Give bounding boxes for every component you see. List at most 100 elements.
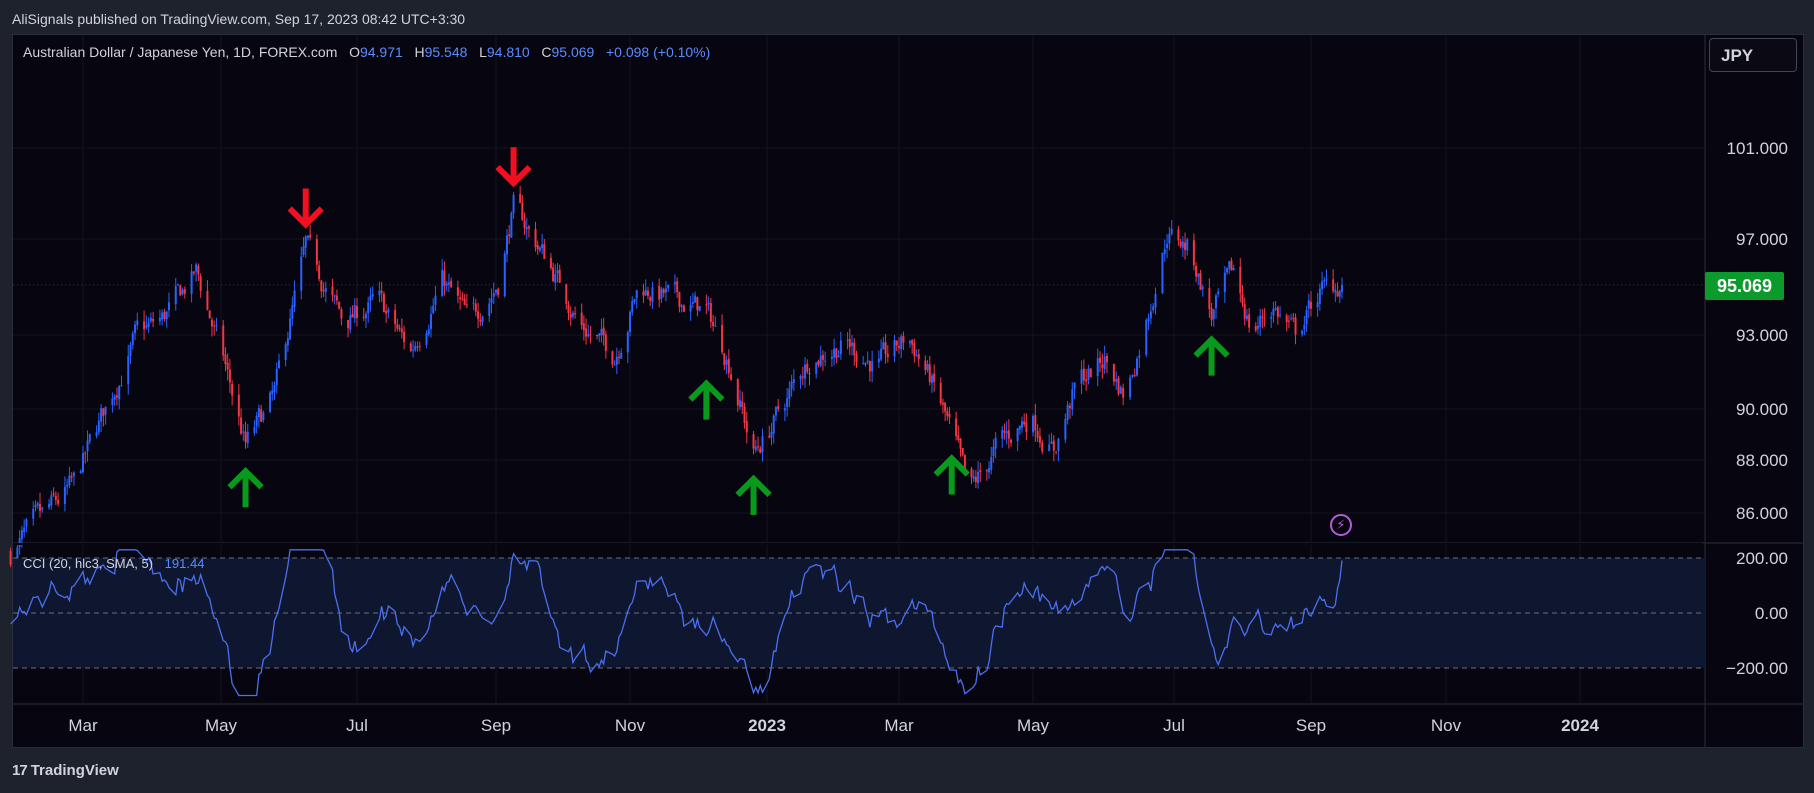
candle-body bbox=[862, 363, 865, 365]
candle-body bbox=[855, 354, 858, 362]
candle-body bbox=[1052, 440, 1055, 451]
tradingview-logo[interactable]: 17 TradingView bbox=[12, 762, 119, 779]
candle-body bbox=[723, 353, 726, 366]
cci-label[interactable]: CCI (20, hlc3, SMA, 5) bbox=[23, 556, 154, 571]
candle-body bbox=[1199, 273, 1202, 290]
candle-body bbox=[54, 495, 57, 500]
candle-body bbox=[136, 320, 139, 326]
candle-body bbox=[777, 406, 780, 409]
candle-body bbox=[868, 361, 871, 372]
candle-body bbox=[115, 395, 118, 398]
candle-body bbox=[743, 406, 746, 423]
currency-button[interactable]: JPY bbox=[1709, 38, 1797, 72]
candle-body bbox=[322, 290, 325, 292]
candle-body bbox=[1301, 330, 1304, 335]
candle-body bbox=[416, 346, 419, 348]
candle-body bbox=[39, 503, 42, 511]
candle-body bbox=[1239, 266, 1242, 294]
candle-body bbox=[23, 527, 26, 533]
candle-body bbox=[1321, 281, 1324, 290]
candle-body bbox=[1184, 242, 1187, 250]
candle-body bbox=[300, 256, 303, 291]
candle-body bbox=[57, 499, 60, 504]
candle-body bbox=[629, 311, 631, 333]
high-value: 95.548 bbox=[424, 44, 468, 60]
candle-body bbox=[871, 361, 874, 372]
close-label: C bbox=[541, 44, 552, 60]
candle-body bbox=[206, 290, 209, 310]
down-arrow-icon bbox=[287, 188, 324, 229]
candle-body bbox=[1241, 293, 1244, 304]
candle-body bbox=[20, 530, 23, 540]
candle-body bbox=[745, 421, 748, 433]
candle-body bbox=[1138, 355, 1141, 358]
candle-body bbox=[1168, 233, 1171, 244]
candle-body bbox=[163, 311, 166, 320]
candle-body bbox=[757, 446, 760, 448]
symbol-title[interactable]: Australian Dollar / Japanese Yen, 1D, FO… bbox=[23, 44, 338, 60]
candle-body bbox=[694, 295, 697, 303]
candle-body bbox=[66, 484, 69, 487]
candle-body bbox=[1034, 415, 1037, 431]
candle-body bbox=[380, 290, 383, 293]
low-value: 94.810 bbox=[486, 44, 530, 60]
candle-body bbox=[788, 388, 791, 399]
candle-body bbox=[177, 284, 180, 286]
candle-body bbox=[649, 297, 652, 301]
candle-body bbox=[569, 314, 572, 318]
candle-body bbox=[1192, 240, 1195, 266]
candle-body bbox=[1307, 300, 1310, 309]
candle-body bbox=[1276, 307, 1279, 317]
price-axis-label: 90.000 bbox=[1736, 400, 1788, 419]
price-axis-label: 101.000 bbox=[1727, 139, 1788, 158]
candle-body bbox=[145, 325, 148, 328]
candle-body bbox=[1272, 308, 1275, 316]
up-arrow-icon bbox=[688, 379, 725, 420]
candle-body bbox=[1001, 430, 1004, 439]
candle-body bbox=[190, 271, 193, 294]
candle-body bbox=[161, 312, 164, 320]
candle-body bbox=[1181, 241, 1184, 248]
candle-body bbox=[418, 346, 421, 348]
candle-body bbox=[1243, 304, 1246, 319]
candle-body bbox=[1147, 317, 1150, 322]
candle-body bbox=[240, 417, 243, 434]
candle-body bbox=[944, 402, 947, 412]
candle-body bbox=[1129, 377, 1132, 398]
candle-body bbox=[691, 302, 694, 304]
candle-body bbox=[1133, 375, 1136, 377]
cci-axis-label: −200.00 bbox=[1726, 659, 1788, 678]
candle-body bbox=[82, 453, 84, 473]
candle-body bbox=[351, 313, 354, 318]
candle-body bbox=[994, 437, 997, 449]
candle-body bbox=[1166, 244, 1169, 248]
candle-body bbox=[1136, 358, 1139, 376]
candle-body bbox=[1152, 306, 1155, 311]
candle-body bbox=[1201, 286, 1204, 290]
candle-body bbox=[1032, 415, 1034, 433]
candle-body bbox=[134, 324, 137, 334]
candle-body bbox=[1055, 451, 1058, 453]
chart-canvas[interactable]: Mar May Jul Sep Nov 2023 Mar May Jul Sep Nov 2024 10… bbox=[0, 0, 1814, 750]
candle-body bbox=[347, 320, 350, 329]
arrow-head bbox=[688, 379, 725, 402]
candle-body bbox=[16, 547, 19, 565]
candle-body bbox=[589, 334, 592, 336]
candle-body bbox=[68, 475, 71, 486]
candle-body bbox=[253, 427, 256, 433]
arrow-head bbox=[287, 206, 324, 229]
lightning-icon[interactable]: ⚡ bbox=[1330, 514, 1352, 536]
candle-body bbox=[587, 334, 590, 337]
candle-body bbox=[472, 302, 475, 304]
candle-body bbox=[277, 360, 280, 369]
candle-body bbox=[972, 476, 975, 479]
candle-body bbox=[1248, 314, 1251, 328]
candle-body bbox=[725, 360, 728, 365]
candle-body bbox=[95, 432, 98, 436]
candle-body bbox=[1287, 320, 1290, 322]
cci-legend[interactable]: CCI (20, hlc3, SMA, 5) 191.44 bbox=[23, 556, 204, 571]
candle-body bbox=[338, 301, 341, 309]
candle-body bbox=[213, 325, 216, 327]
candle-body bbox=[741, 401, 744, 408]
price-axis-label: 88.000 bbox=[1736, 451, 1788, 470]
